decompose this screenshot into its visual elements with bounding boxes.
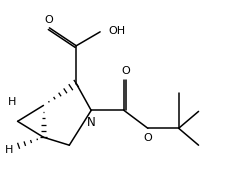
Text: H: H (8, 97, 16, 107)
Text: N: N (87, 116, 96, 129)
Text: O: O (44, 15, 53, 25)
Text: O: O (122, 66, 130, 76)
Text: O: O (143, 133, 152, 143)
Text: H: H (4, 145, 13, 155)
Text: OH: OH (108, 26, 125, 36)
